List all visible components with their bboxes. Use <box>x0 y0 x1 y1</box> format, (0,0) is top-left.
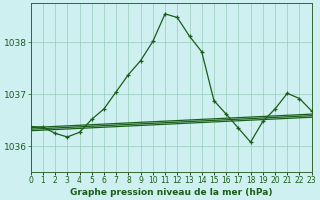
X-axis label: Graphe pression niveau de la mer (hPa): Graphe pression niveau de la mer (hPa) <box>70 188 272 197</box>
